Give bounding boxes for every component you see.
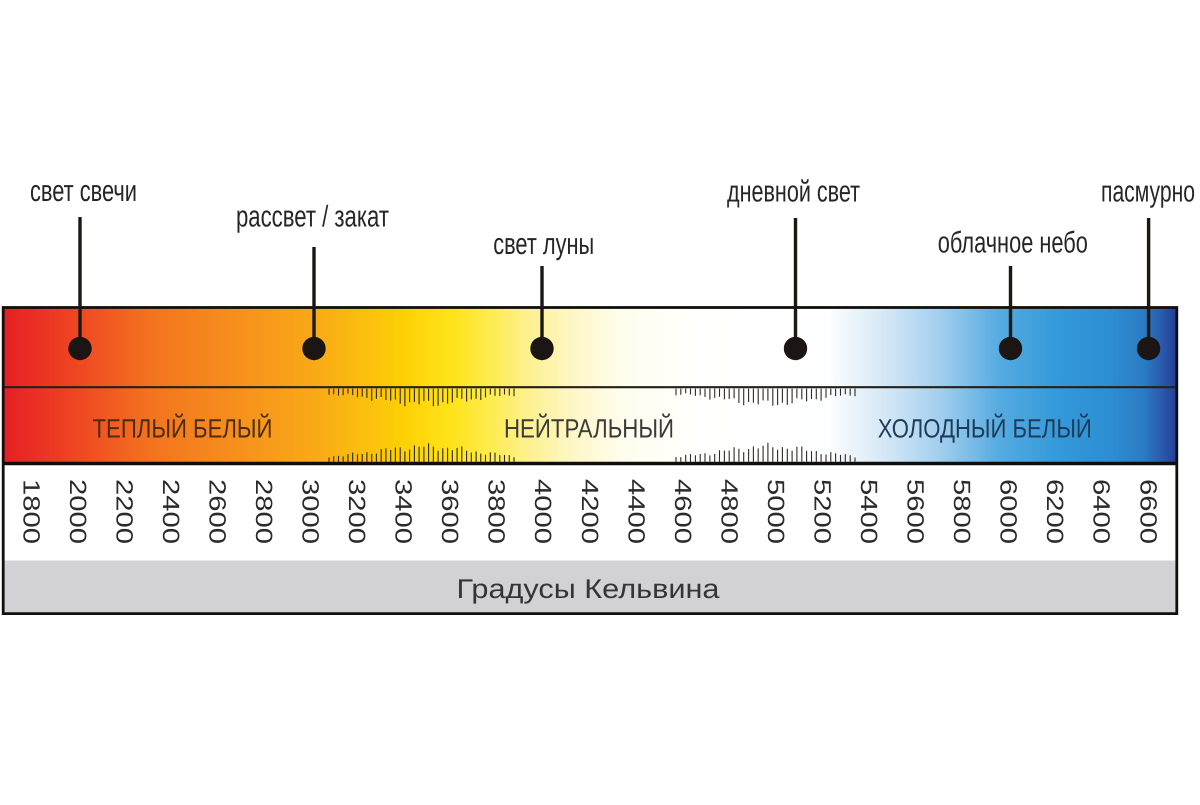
svg-text:4000: 4000 [530, 479, 556, 544]
svg-text:4600: 4600 [670, 479, 696, 544]
svg-text:2400: 2400 [158, 479, 184, 544]
svg-text:Градусы Кельвина: Градусы Кельвина [457, 574, 721, 604]
svg-text:4800: 4800 [716, 479, 742, 544]
svg-text:ХОЛОДНЫЙ БЕЛЫЙ: ХОЛОДНЫЙ БЕЛЫЙ [878, 414, 1092, 444]
svg-text:5000: 5000 [763, 479, 789, 544]
svg-text:5200: 5200 [810, 479, 836, 544]
svg-text:2200: 2200 [111, 479, 137, 544]
svg-text:рассвет / закат: рассвет / закат [236, 201, 389, 234]
svg-text:5400: 5400 [856, 479, 882, 544]
svg-text:3400: 3400 [391, 479, 417, 544]
svg-text:пасмурно: пасмурно [1101, 176, 1195, 209]
svg-text:6600: 6600 [1135, 479, 1161, 544]
svg-text:2600: 2600 [205, 479, 231, 544]
svg-text:6400: 6400 [1089, 479, 1115, 544]
svg-text:3200: 3200 [344, 479, 370, 544]
svg-text:6200: 6200 [1042, 479, 1068, 544]
svg-text:5800: 5800 [949, 479, 975, 544]
svg-text:НЕЙТРАЛЬНЫЙ: НЕЙТРАЛЬНЫЙ [504, 414, 674, 444]
svg-text:ТЕПЛЫЙ БЕЛЫЙ: ТЕПЛЫЙ БЕЛЫЙ [93, 414, 273, 444]
svg-text:3800: 3800 [484, 479, 510, 544]
svg-text:3000: 3000 [298, 479, 324, 544]
svg-text:1800: 1800 [18, 479, 44, 544]
svg-text:дневной свет: дневной свет [727, 176, 860, 209]
svg-text:4200: 4200 [577, 479, 603, 544]
svg-text:свет луны: свет луны [493, 228, 594, 261]
svg-text:5600: 5600 [903, 479, 929, 544]
svg-text:облачное небо: облачное небо [938, 227, 1088, 260]
svg-text:4400: 4400 [623, 479, 649, 544]
svg-text:2800: 2800 [251, 479, 277, 544]
svg-text:6000: 6000 [996, 479, 1022, 544]
svg-text:3600: 3600 [437, 479, 463, 544]
svg-text:свет свечи: свет свечи [30, 175, 137, 208]
svg-text:2000: 2000 [65, 479, 91, 544]
